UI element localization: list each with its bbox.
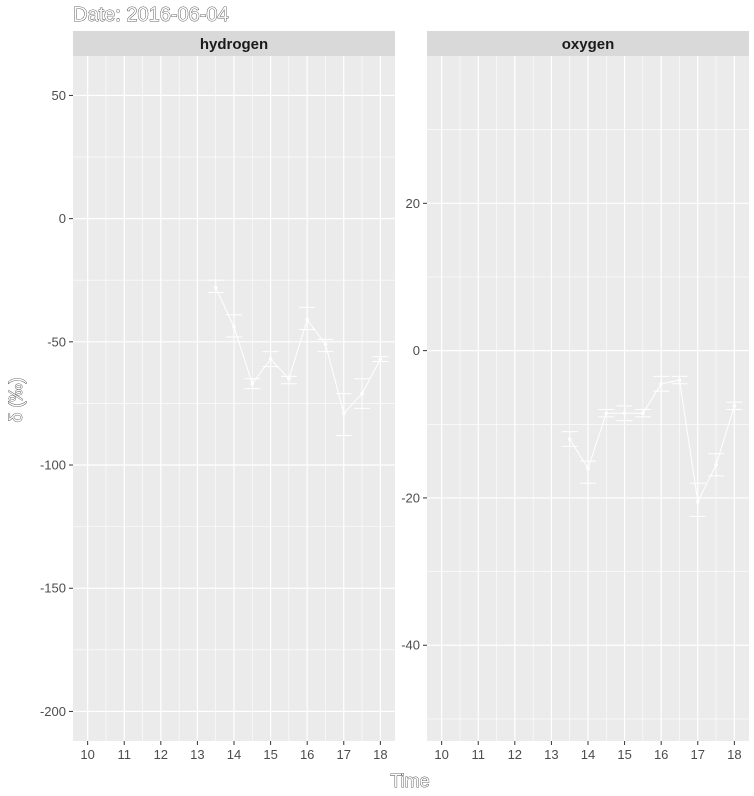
facet-hydrogen: hydrogen 10 11 12 13 14 15 16 17 18 50 0 -50 -100 -150… [40,31,395,762]
x-tick-label: 12 [508,747,522,762]
x-tick-label: 11 [117,747,131,762]
data-point [250,381,255,386]
y-tick-label: 0 [59,211,66,226]
y-tick-label: -40 [401,638,420,653]
x-tick-label: 16 [654,747,668,762]
facets-layer: hydrogen 10 11 12 13 14 15 16 17 18 50 0 -50 -100 -150… [40,31,749,762]
data-point [268,357,273,361]
x-tick-label: 11 [471,747,485,762]
data-point [323,342,328,347]
data-point [641,411,645,416]
data-point [567,437,572,441]
data-point [714,462,718,467]
x-tick-label: 13 [190,747,204,762]
facet-strip-label: hydrogen [200,36,268,53]
x-axis-title: Time [390,771,429,791]
facet-strip [427,31,749,56]
x-tick-label: 14 [581,747,595,762]
y-tick-label: -200 [40,704,66,719]
y-tick-label: 20 [406,196,420,211]
facet-strip-label: oxygen [562,36,615,53]
series-line [569,379,735,504]
facet-oxygen: oxygen 10 11 12 13 14 15 16 17 18 20 0 -20 -40 [401,31,749,762]
x-tick-label: 15 [617,747,631,762]
x-tick-label: 18 [727,747,741,762]
data-point [604,411,609,416]
data-point [232,325,236,329]
x-tick-label: 13 [544,747,558,762]
y-tick-label: 50 [52,88,66,103]
y-axis-title: δ (‰) [6,377,26,422]
x-tick-label: 12 [154,747,168,762]
chart-title: Date: 2016-06-04 [73,4,229,26]
data-point [695,499,700,504]
x-tick-label: 17 [691,747,705,762]
data-point [305,317,309,322]
x-tick-label: 10 [434,747,448,762]
y-tick-label: -150 [40,581,66,596]
y-tick-label: 0 [413,343,420,358]
error-bar [580,460,596,484]
y-tick-label: -20 [401,490,420,505]
data-point [677,378,682,382]
y-tick-label: -100 [40,458,66,473]
x-tick-label: 18 [373,747,387,762]
data-point [732,404,737,408]
data-point [287,376,291,381]
x-tick-label: 16 [300,747,314,762]
data-point [586,466,590,471]
x-tick-label: 14 [227,747,241,762]
x-tick-label: 17 [337,747,351,762]
data-point [378,357,383,361]
data-point [659,381,663,386]
data-point [213,285,218,290]
data-point [360,391,364,396]
x-tick-label: 10 [80,747,94,762]
y-tick-label: -50 [47,334,66,349]
data-point [622,411,627,416]
x-tick-label: 15 [263,747,277,762]
data-point [341,411,346,416]
facet-strip [73,31,395,56]
series-line [215,287,381,415]
